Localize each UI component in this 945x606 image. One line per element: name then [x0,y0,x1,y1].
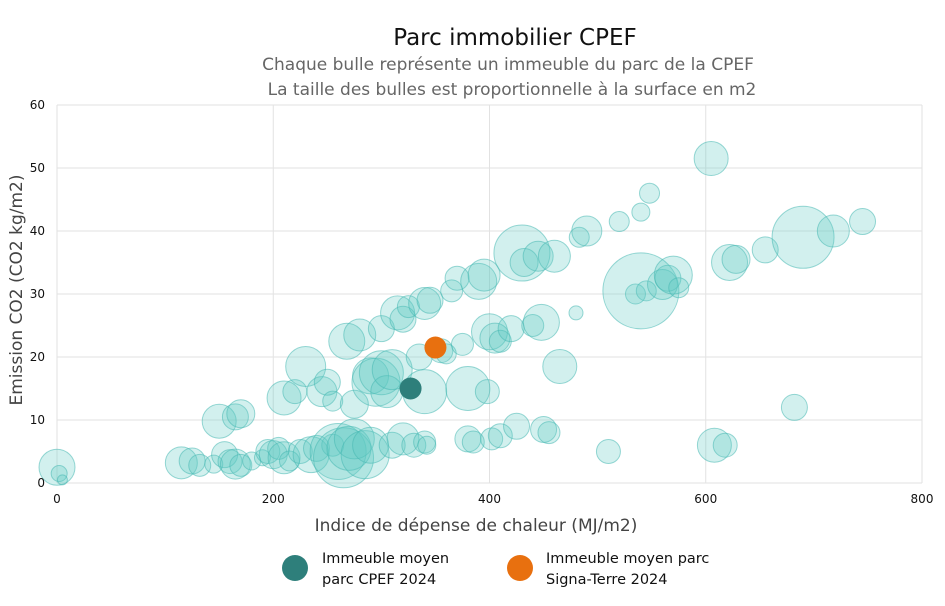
data-bubble [322,390,344,412]
legend: Immeuble moyen parc CPEF 2024 Immeuble moy… [282,551,709,588]
data-bubble [696,427,732,463]
chart-subtitle-line-2: La taille des bulles est proportionnelle… [268,80,757,100]
data-bubble [711,244,749,281]
data-bubble [440,279,464,303]
y-tick-label: 10 [30,413,45,427]
x-tick-label: 200 [262,492,285,506]
bubble-layer [38,141,877,489]
data-bubble [164,446,198,480]
y-tick-label: 20 [30,350,45,364]
data-bubble [343,318,377,352]
data-bubble [474,379,500,405]
data-bubble [639,182,661,204]
data-bubble [771,205,835,269]
y-tick-label: 30 [30,287,45,301]
grid-lines [56,104,923,484]
data-bubble [521,314,545,337]
data-bubble [461,430,485,454]
data-bubble [201,403,237,439]
data-bubble [371,349,413,391]
data-bubble [417,435,437,455]
data-bubble [188,453,212,477]
data-bubble [493,224,551,282]
data-bubble [537,421,561,445]
data-bubble [313,427,375,489]
x-axis-title: Indice de dépense de chaleur (MJ/m2) [315,516,638,536]
data-bubble [389,305,417,333]
data-bubble [712,432,738,458]
legend-swatch [507,555,533,581]
cpef-average-marker [399,377,422,400]
data-bubble [416,286,444,314]
axes: 0 200 400 600 800 0 10 20 30 40 50 60 [30,98,934,506]
data-bubble [721,244,751,274]
y-tick-label: 0 [37,476,45,490]
data-bubble [386,422,420,456]
data-bubble [497,315,525,343]
y-tick-label: 60 [30,98,45,112]
data-bubble [309,423,367,480]
data-bubble [631,202,651,222]
legend-label: parc CPEF 2024 [322,572,436,588]
data-bubble [396,295,420,319]
signa-terre-average-marker [424,336,447,359]
x-tick-label: 600 [694,492,717,506]
data-bubble [595,439,621,464]
legend-label: Immeuble moyen parc [546,551,709,567]
data-bubble [287,439,313,464]
legend-label: Immeuble moyen [322,551,449,567]
legend-swatch [282,555,308,581]
data-bubble [602,252,680,330]
data-bubble [542,348,578,384]
x-tick-label: 0 [53,492,61,506]
x-tick-label: 800 [911,492,934,506]
data-bubble [253,449,271,467]
data-bubble [56,474,68,486]
data-bubble [408,286,442,320]
y-tick-label: 50 [30,161,45,175]
data-bubble [278,450,300,472]
data-bubble [522,303,560,341]
data-bubble [653,255,693,295]
average-markers [399,336,447,400]
y-axis-title: Emission CO2 (CO2 kg/m2) [7,175,27,406]
data-bubble [503,412,531,440]
x-tick-label: 400 [478,492,501,506]
data-bubble [608,211,630,233]
legend-label: Signa-Terre 2024 [546,572,668,588]
data-bubble [221,403,249,431]
data-bubble [568,226,590,248]
data-bubble [378,431,406,459]
data-bubble [571,215,603,247]
data-bubble [339,389,369,419]
data-bubble [226,399,256,429]
data-bubble [693,141,729,177]
data-bubble [333,418,375,460]
data-bubble [816,214,850,248]
data-bubble [313,368,341,396]
data-bubble [568,305,584,321]
chart-title: Parc immobilier CPEF [393,25,637,51]
data-bubble [487,423,513,449]
data-bubble [267,441,301,475]
data-bubble [751,236,779,264]
data-bubble [668,277,690,299]
data-bubble [467,258,501,292]
y-tick-label: 40 [30,224,45,238]
chart-subtitle-line-1: Chaque bulle représente un immeuble du p… [262,55,754,75]
data-bubble [267,436,291,460]
data-bubble [219,448,251,480]
data-bubble [537,239,571,273]
data-bubble [780,393,808,421]
data-bubble [229,453,253,477]
data-bubble [849,208,877,236]
data-bubble [450,332,474,356]
data-bubble [358,350,404,396]
data-bubble [266,380,302,416]
data-bubble [50,465,68,483]
data-bubble [635,280,657,302]
